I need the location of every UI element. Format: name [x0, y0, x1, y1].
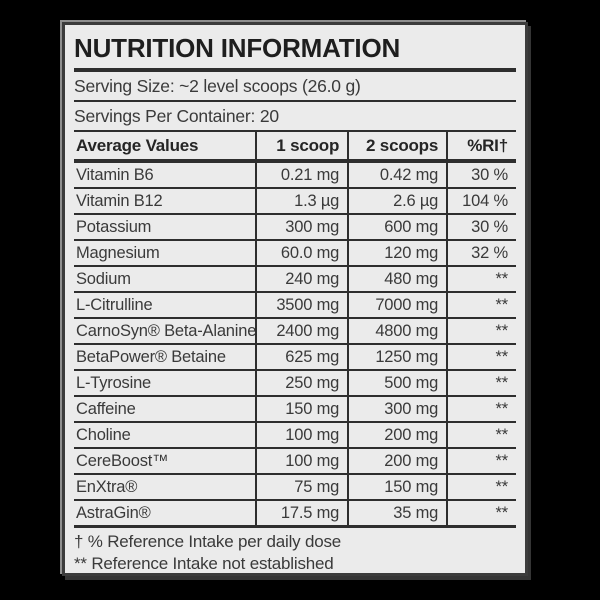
- reference-intake-value: **: [446, 475, 516, 499]
- amount-1-scoop: 250 mg: [255, 371, 347, 395]
- reference-intake-value: **: [446, 501, 516, 525]
- nutrient-name: Vitamin B12: [76, 192, 163, 210]
- amount-1-scoop: 150 mg: [255, 397, 347, 421]
- amount-2-scoops: 600 mg: [347, 215, 446, 239]
- footnote-reference-intake: † % Reference Intake per daily dose: [74, 532, 342, 551]
- amount-1-scoop: 2400 mg: [255, 319, 347, 343]
- table-header-row: Average Values 1 scoop 2 scoops %RI†: [74, 132, 516, 163]
- reference-intake-value: **: [446, 397, 516, 421]
- amount-2-scoops: 2.6 µg: [347, 189, 446, 213]
- reference-intake-value: **: [446, 449, 516, 473]
- reference-intake-value: **: [446, 293, 516, 317]
- nutrient-name: EnXtra®: [76, 478, 138, 496]
- table-row: Vitamin B12 1.3 µg 2.6 µg 104 %: [74, 189, 516, 215]
- amount-2-scoops: 300 mg: [347, 397, 446, 421]
- nutrient-name: Potassium: [76, 218, 152, 236]
- amount-2-scoops: 4800 mg: [347, 319, 446, 343]
- nutrient-name: Vitamin B6: [76, 166, 154, 184]
- amount-2-scoops: 35 mg: [347, 501, 446, 525]
- nutrient-name: L-Citrulline: [76, 296, 153, 314]
- amount-1-scoop: 625 mg: [255, 345, 347, 369]
- amount-1-scoop: 17.5 mg: [255, 501, 347, 525]
- reference-intake-value: 104 %: [446, 189, 516, 213]
- nutrient-name: Sodium: [76, 270, 131, 288]
- amount-2-scoops: 500 mg: [347, 371, 446, 395]
- amount-2-scoops: 480 mg: [347, 267, 446, 291]
- amount-1-scoop: 100 mg: [255, 423, 347, 447]
- nutrient-name: Caffeine: [76, 400, 136, 418]
- column-header-1-scoop: 1 scoop: [255, 132, 347, 159]
- amount-2-scoops: 200 mg: [347, 449, 446, 473]
- serving-size-text: Serving Size: ~2 level scoops (26.0 g): [74, 72, 516, 102]
- servings-per-container-text: Servings Per Container: 20: [74, 102, 516, 132]
- amount-2-scoops: 120 mg: [347, 241, 446, 265]
- table-row: Potassium 300 mg 600 mg 30 %: [74, 215, 516, 241]
- column-header-percent-ri: %RI†: [446, 132, 516, 159]
- footnote-not-established: ** Reference Intake not established: [74, 554, 334, 573]
- amount-2-scoops: 1250 mg: [347, 345, 446, 369]
- table-row: Vitamin B6 0.21 mg 0.42 mg 30 %: [74, 163, 516, 189]
- nutrient-name: BetaPower® Betaine: [76, 348, 226, 366]
- amount-2-scoops: 150 mg: [347, 475, 446, 499]
- nutrient-name: L-Tyrosine: [76, 374, 152, 392]
- reference-intake-value: **: [446, 423, 516, 447]
- reference-intake-value: **: [446, 371, 516, 395]
- table-row: Choline 100 mg 200 mg **: [74, 423, 516, 449]
- column-header-average-values: Average Values: [76, 136, 199, 155]
- reference-intake-value: **: [446, 319, 516, 343]
- footnotes: † % Reference Intake per daily dose ** R…: [74, 528, 516, 575]
- nutrition-label: NUTRITION INFORMATION Serving Size: ~2 l…: [62, 22, 528, 576]
- nutrient-name: Magnesium: [76, 244, 160, 262]
- nutrient-name: CarnoSyn® Beta-Alanine: [76, 322, 256, 340]
- amount-2-scoops: 0.42 mg: [347, 163, 446, 187]
- reference-intake-value: 32 %: [446, 241, 516, 265]
- amount-1-scoop: 1.3 µg: [255, 189, 347, 213]
- reference-intake-value: 30 %: [446, 215, 516, 239]
- table-row: L-Tyrosine 250 mg 500 mg **: [74, 371, 516, 397]
- amount-1-scoop: 100 mg: [255, 449, 347, 473]
- amount-1-scoop: 300 mg: [255, 215, 347, 239]
- column-header-2-scoops: 2 scoops: [347, 132, 446, 159]
- amount-1-scoop: 0.21 mg: [255, 163, 347, 187]
- amount-1-scoop: 240 mg: [255, 267, 347, 291]
- label-title: NUTRITION INFORMATION: [74, 25, 516, 72]
- nutrient-name: AstraGin®: [76, 504, 151, 522]
- amount-2-scoops: 200 mg: [347, 423, 446, 447]
- table-row: Magnesium 60.0 mg 120 mg 32 %: [74, 241, 516, 267]
- table-row: Sodium 240 mg 480 mg **: [74, 267, 516, 293]
- table-row: BetaPower® Betaine 625 mg 1250 mg **: [74, 345, 516, 371]
- reference-intake-value: **: [446, 345, 516, 369]
- table-row: L-Citrulline 3500 mg 7000 mg **: [74, 293, 516, 319]
- amount-1-scoop: 3500 mg: [255, 293, 347, 317]
- amount-2-scoops: 7000 mg: [347, 293, 446, 317]
- table-body: Vitamin B6 0.21 mg 0.42 mg 30 % Vitamin …: [74, 163, 516, 528]
- table-row: Caffeine 150 mg 300 mg **: [74, 397, 516, 423]
- reference-intake-value: **: [446, 267, 516, 291]
- reference-intake-value: 30 %: [446, 163, 516, 187]
- amount-1-scoop: 75 mg: [255, 475, 347, 499]
- table-row: AstraGin® 17.5 mg 35 mg **: [74, 501, 516, 525]
- nutrient-name: Choline: [76, 426, 131, 444]
- table-row: CereBoost™ 100 mg 200 mg **: [74, 449, 516, 475]
- nutrient-name: CereBoost™: [76, 452, 169, 470]
- table-row: CarnoSyn® Beta-Alanine 2400 mg 4800 mg *…: [74, 319, 516, 345]
- table-row: EnXtra® 75 mg 150 mg **: [74, 475, 516, 501]
- amount-1-scoop: 60.0 mg: [255, 241, 347, 265]
